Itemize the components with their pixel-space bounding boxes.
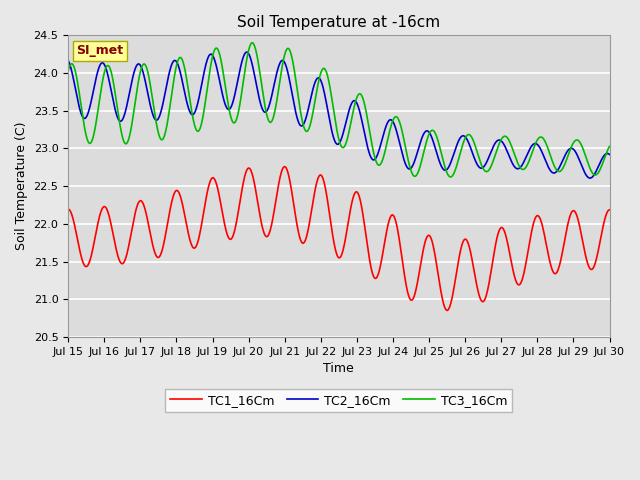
TC3_16Cm [64,68,72,74]
TC3_16Cm [126,132,134,137]
TC1_16Cm [605,207,613,213]
TC2_16Cm [243,49,250,55]
TC1_16Cm [595,243,603,249]
TC2_16Cm [537,146,545,152]
TC3_16Cm [248,40,256,46]
Text: SI_met: SI_met [76,44,124,58]
TC1_16Cm [537,218,545,224]
TC1_16Cm [444,308,451,313]
TC1_16Cm [272,198,280,204]
TC3_16Cm [447,174,454,180]
Line: TC1_16Cm: TC1_16Cm [68,167,609,311]
TC1_16Cm [296,233,303,239]
Line: TC3_16Cm: TC3_16Cm [68,43,609,177]
TC3_16Cm [296,102,303,108]
Y-axis label: Soil Temperature (C): Soil Temperature (C) [15,122,28,251]
TC3_16Cm [537,134,545,140]
TC1_16Cm [281,164,289,169]
TC2_16Cm [595,162,603,168]
TC3_16Cm [605,144,613,149]
TC2_16Cm [158,105,166,110]
Legend: TC1_16Cm, TC2_16Cm, TC3_16Cm: TC1_16Cm, TC2_16Cm, TC3_16Cm [165,389,513,412]
TC3_16Cm [272,103,280,108]
Line: TC2_16Cm: TC2_16Cm [68,52,609,178]
TC2_16Cm [586,175,594,181]
TC3_16Cm [158,137,166,143]
TC2_16Cm [64,58,72,63]
TC1_16Cm [64,206,72,212]
X-axis label: Time: Time [323,362,354,375]
TC1_16Cm [158,248,166,253]
TC2_16Cm [605,152,613,157]
TC2_16Cm [126,88,134,94]
TC1_16Cm [126,237,134,243]
TC2_16Cm [272,74,280,80]
Title: Soil Temperature at -16cm: Soil Temperature at -16cm [237,15,440,30]
TC2_16Cm [296,121,303,127]
TC3_16Cm [595,168,603,174]
